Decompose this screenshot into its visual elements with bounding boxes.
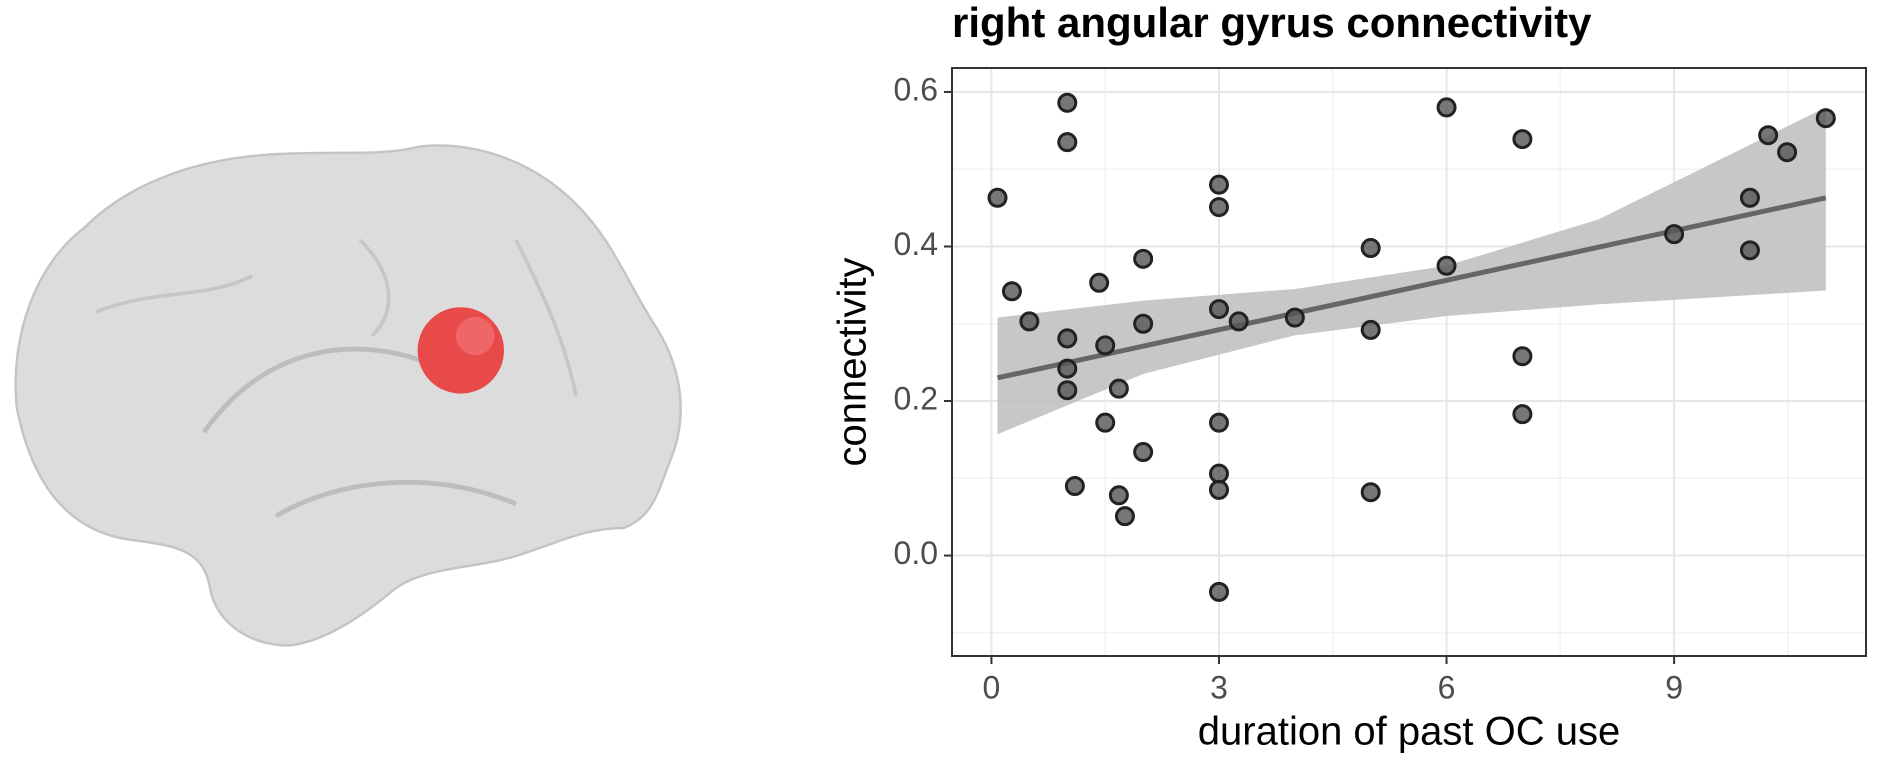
- data-point: [1057, 328, 1078, 349]
- data-point: [1064, 476, 1085, 497]
- data-point: [1360, 482, 1381, 503]
- x-axis-label: duration of past OC use: [1198, 710, 1620, 754]
- data-point: [1512, 404, 1533, 425]
- data-point: [1133, 442, 1154, 463]
- data-point: [1436, 255, 1457, 276]
- data-point: [1208, 197, 1229, 218]
- brain-sulcus: [514, 239, 578, 397]
- y-tick-label: 0.6: [894, 71, 938, 107]
- data-point: [1057, 380, 1078, 401]
- data-point: [1284, 307, 1305, 328]
- data-point: [1001, 281, 1022, 302]
- y-tick-label: 0.0: [894, 535, 938, 571]
- y-tick-label: 0.4: [894, 226, 938, 262]
- data-point: [1739, 187, 1760, 208]
- fit-line: [996, 195, 1827, 381]
- data-point: [1057, 358, 1078, 379]
- brain-sulcus: [358, 238, 391, 338]
- data-point: [1019, 311, 1040, 332]
- data-point: [1512, 129, 1533, 150]
- data-point: [1360, 238, 1381, 259]
- plot-area: 0 3 6 9 0.0 0.2 0.4 0.6: [894, 67, 1867, 705]
- data-point: [1512, 346, 1533, 367]
- brain-sulcus: [274, 479, 517, 519]
- data-point: [1133, 313, 1154, 334]
- brain-render: [14, 144, 682, 647]
- data-point: [987, 187, 1008, 208]
- data-point: [1057, 132, 1078, 153]
- data-point: [1208, 299, 1229, 320]
- data-point: [1133, 248, 1154, 269]
- data-point: [1095, 412, 1116, 433]
- data-point: [1228, 311, 1249, 332]
- panel-border: [951, 67, 1867, 657]
- x-tick-label: 0: [983, 669, 1001, 705]
- x-tick-label: 6: [1438, 669, 1456, 705]
- data-point: [1095, 335, 1116, 356]
- roi-sphere: [417, 307, 505, 394]
- y-tick-label: 0.2: [894, 380, 938, 416]
- data-point: [1436, 97, 1457, 118]
- data-point: [1360, 319, 1381, 340]
- data-point: [1208, 174, 1229, 195]
- chart-title: right angular gyrus connectivity: [952, 0, 1592, 46]
- y-axis-label: connectivity: [831, 258, 875, 467]
- data-point: [1208, 463, 1229, 484]
- x-tick-label: 9: [1665, 669, 1683, 705]
- data-point: [1208, 581, 1229, 602]
- data-point: [1208, 412, 1229, 433]
- data-point: [1777, 142, 1798, 163]
- x-tick-label: 3: [1210, 669, 1228, 705]
- data-point: [1758, 125, 1779, 146]
- data-point: [1108, 378, 1129, 399]
- data-point: [1114, 506, 1135, 527]
- roi-highlight: [456, 316, 495, 356]
- data-point: [1664, 224, 1685, 245]
- brain-sulcus: [95, 274, 253, 314]
- data-point: [1208, 479, 1229, 500]
- confidence-band: [997, 107, 1826, 435]
- brain-sulcus: [202, 346, 421, 434]
- data-point: [1108, 485, 1129, 506]
- brain-surface: [14, 144, 682, 647]
- data-point: [1089, 272, 1110, 293]
- data-point: [1057, 92, 1078, 113]
- data-point: [1739, 240, 1760, 261]
- data-point: [1815, 108, 1836, 129]
